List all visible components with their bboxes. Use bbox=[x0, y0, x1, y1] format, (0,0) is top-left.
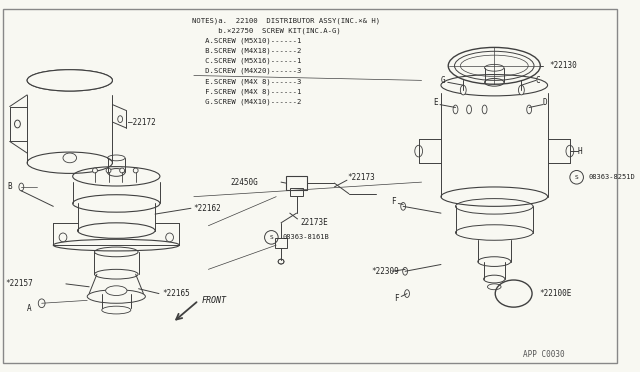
Ellipse shape bbox=[93, 168, 97, 173]
Ellipse shape bbox=[566, 145, 573, 157]
Ellipse shape bbox=[38, 299, 45, 308]
Text: B.SCREW (M4X18)------2: B.SCREW (M4X18)------2 bbox=[192, 48, 301, 54]
Ellipse shape bbox=[467, 105, 472, 114]
Ellipse shape bbox=[403, 267, 408, 275]
Ellipse shape bbox=[106, 286, 127, 295]
Ellipse shape bbox=[527, 105, 532, 114]
Ellipse shape bbox=[518, 85, 524, 95]
Text: A.SCREW (M5X10)------1: A.SCREW (M5X10)------1 bbox=[192, 37, 301, 44]
Ellipse shape bbox=[415, 145, 422, 157]
Text: F.SCREW (M4X 8)------1: F.SCREW (M4X 8)------1 bbox=[192, 88, 301, 95]
Text: *22100E: *22100E bbox=[539, 289, 572, 298]
Ellipse shape bbox=[63, 153, 77, 163]
Text: E.SCREW (M4X 8)------3: E.SCREW (M4X 8)------3 bbox=[192, 78, 301, 84]
Text: F: F bbox=[392, 197, 396, 206]
Ellipse shape bbox=[59, 233, 67, 242]
Ellipse shape bbox=[133, 168, 138, 173]
Ellipse shape bbox=[118, 116, 123, 122]
Ellipse shape bbox=[460, 85, 466, 95]
Text: S: S bbox=[269, 235, 273, 240]
Ellipse shape bbox=[120, 168, 125, 173]
Text: G: G bbox=[441, 76, 445, 85]
Text: *22130: *22130 bbox=[550, 61, 577, 70]
Text: S: S bbox=[575, 175, 579, 180]
Ellipse shape bbox=[401, 202, 406, 210]
Text: *22162: *22162 bbox=[194, 204, 221, 213]
Text: NOTES)a.  22100  DISTRIBUTOR ASSY(INC.×& H): NOTES)a. 22100 DISTRIBUTOR ASSY(INC.×& H… bbox=[192, 17, 380, 23]
Text: C: C bbox=[536, 76, 541, 85]
Ellipse shape bbox=[482, 105, 487, 114]
Ellipse shape bbox=[166, 233, 173, 242]
Text: 22450G: 22450G bbox=[230, 177, 259, 187]
Text: FRONT: FRONT bbox=[202, 296, 227, 305]
Text: b.×22750  SCREW KIT(INC.A-G): b.×22750 SCREW KIT(INC.A-G) bbox=[192, 27, 340, 34]
Text: H: H bbox=[578, 147, 582, 155]
Ellipse shape bbox=[453, 105, 458, 114]
Ellipse shape bbox=[19, 183, 24, 191]
Text: *22309: *22309 bbox=[371, 267, 399, 276]
Ellipse shape bbox=[278, 259, 284, 264]
Text: *22173: *22173 bbox=[347, 173, 374, 182]
Text: *22165: *22165 bbox=[163, 289, 191, 298]
Ellipse shape bbox=[27, 70, 113, 91]
Text: D.SCREW (M4X20)------3: D.SCREW (M4X20)------3 bbox=[192, 68, 301, 74]
Text: F: F bbox=[394, 294, 399, 303]
Bar bbox=[275, 238, 287, 248]
Ellipse shape bbox=[404, 290, 410, 298]
Bar bbox=[290, 188, 303, 196]
Text: *22157: *22157 bbox=[5, 279, 33, 288]
Text: 08363-8161B: 08363-8161B bbox=[283, 234, 330, 240]
Ellipse shape bbox=[15, 120, 20, 128]
Text: —22172: —22172 bbox=[128, 118, 156, 126]
Text: 08363-8251D: 08363-8251D bbox=[588, 174, 635, 180]
Text: D: D bbox=[543, 98, 547, 107]
Text: APP C0030: APP C0030 bbox=[524, 350, 565, 359]
Ellipse shape bbox=[106, 168, 111, 173]
Text: E: E bbox=[433, 98, 438, 107]
Text: 22173E: 22173E bbox=[300, 218, 328, 227]
Text: G.SCREW (M4X10)------2: G.SCREW (M4X10)------2 bbox=[192, 99, 301, 105]
Text: A: A bbox=[27, 304, 32, 312]
Text: B: B bbox=[8, 183, 12, 192]
Bar bbox=[286, 176, 307, 190]
Text: C.SCREW (M5X16)------1: C.SCREW (M5X16)------1 bbox=[192, 58, 301, 64]
